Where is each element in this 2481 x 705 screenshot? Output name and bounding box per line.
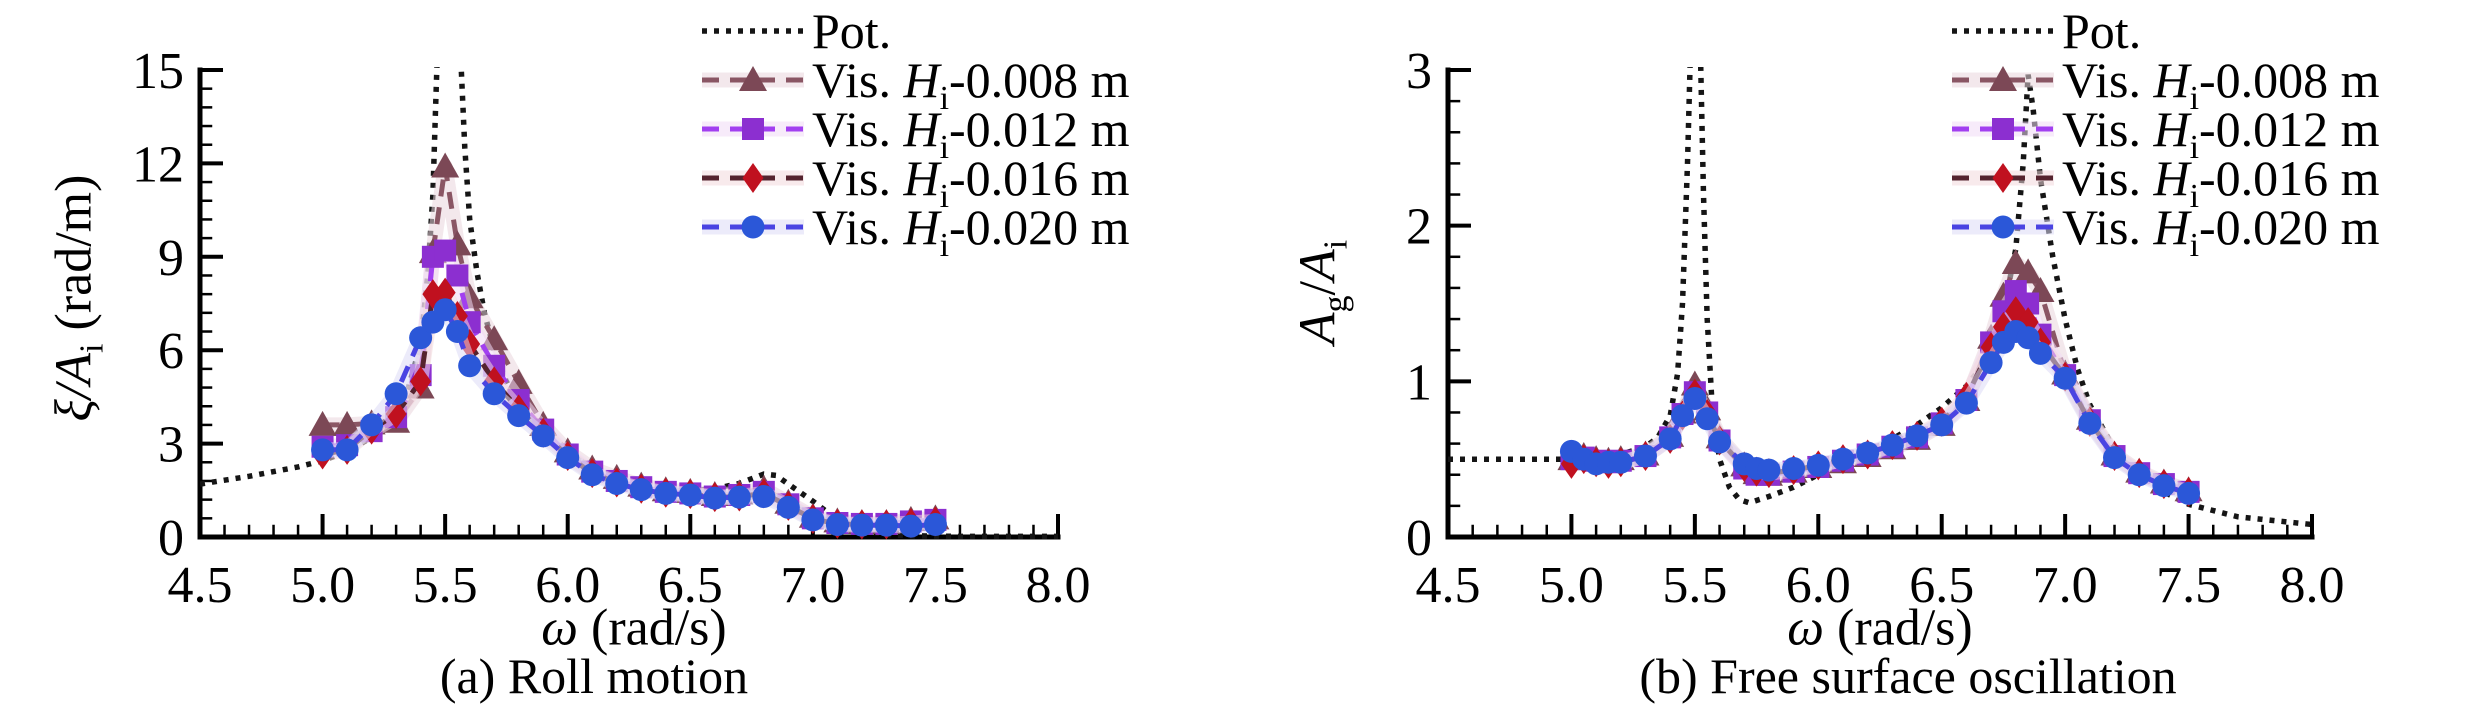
tick-labels: 4.5 5.0 5.5 6.0 6.5 7.0 7.5 8.0 0 1 2 3 [1406,43,2345,614]
series-vis_h020-markers [311,298,947,538]
x-tick-label: 8.0 [1026,557,1091,614]
legend-sample-vis_h012 [1952,117,2054,140]
legend-label-vis_h016: Vis. Hi-0.016 m [2062,149,2380,215]
x-tick-label: 6.5 [658,557,723,614]
y-axis-title-b: Ag/Ai [1289,239,1355,345]
legend-label-pot: Pot. [812,2,892,59]
legend-label-vis_h016: Vis. Hi-0.016 m [812,149,1130,215]
legend-sample-vis_h016 [702,162,804,193]
y-tick-label: 12 [132,136,184,193]
x-tick-label: 7.5 [903,557,968,614]
x-axis-title-a: ω (rad/s) [541,599,727,657]
legend-row-vis_h008: Vis. Hi-0.008 m [1950,52,2380,115]
series-vis_h016 [312,277,946,540]
tick-labels: 4.5 5.0 5.5 6.0 6.5 7.0 7.5 8.0 0 3 6 9 12 15 [132,43,1091,614]
series-vis_h016-markers [1560,296,2200,507]
plot-area [200,67,1058,540]
plot-area [1448,67,2313,528]
legend-label-vis_h008: Vis. Hi-0.008 m [812,51,1130,117]
axes [197,67,1061,540]
legend-row-pot: Pot. [700,3,1130,59]
legend-row-vis_h012: Vis. Hi-0.012 m [1950,101,2380,164]
x-tick-label: 5.0 [290,557,355,614]
legend-a: Pot. Vis. Hi-0.008 m Vis. Hi-0.012 m Vis. H… [700,3,1130,262]
free-surface-chart: 4.5 5.0 5.5 6.0 6.5 7.0 7.5 8.0 0 1 2 3 [1406,43,2345,614]
x-tick-label: 7.0 [2033,557,2098,614]
series-vis_h012 [1560,280,2200,503]
legend-row-vis_h020: Vis. Hi-0.020 m [1950,199,2380,262]
x-tick-label: 4.5 [1416,557,1481,614]
y-tick-label: 15 [132,43,184,100]
legend-row-vis_h016: Vis. Hi-0.016 m [700,150,1130,213]
legend-label-pot: Pot. [2062,2,2142,59]
legend-label-vis_h012: Vis. Hi-0.012 m [2062,100,2380,166]
legend-label-vis_h012: Vis. Hi-0.012 m [812,100,1130,166]
roll-motion-chart: 4.5 5.0 5.5 6.0 6.5 7.0 7.5 8.0 0 3 6 9 12 15 [132,43,1091,614]
legend-label-vis_h020: Vis. Hi-0.020 m [2062,198,2380,264]
legend-row-vis_h008: Vis. Hi-0.008 m [700,52,1130,115]
x-tick-label: 6.0 [1786,557,1851,614]
x-tick-label: 5.5 [413,557,478,614]
legend-sample-pot [1952,27,2054,34]
legend-label-vis_h020: Vis. Hi-0.020 m [812,198,1130,264]
legend-row-vis_h020: Vis. Hi-0.020 m [700,199,1130,262]
legend-sample-vis_h016 [1952,162,2054,193]
legend-sample-pot [702,27,804,34]
axes [1445,67,2315,540]
legend-row-vis_h016: Vis. Hi-0.016 m [1950,150,2380,213]
y-tick-label: 1 [1406,354,1432,411]
caption-b: (b) Free surface oscillation [1639,648,2177,704]
x-tick-label: 5.0 [1539,557,1604,614]
series-vis_h020-markers [1559,320,2201,505]
y-tick-label: 3 [158,417,184,474]
y-tick-label: 6 [158,323,184,380]
legend-b: Pot. Vis. Hi-0.008 m Vis. Hi-0.012 m Vis. H… [1950,3,2380,262]
x-tick-label: 6.5 [1909,557,1974,614]
y-tick-label: 9 [158,230,184,287]
series-vis_h020 [1559,320,2201,505]
legend-row-vis_h012: Vis. Hi-0.012 m [700,101,1130,164]
y-tick-label: 3 [1406,43,1432,100]
series-vis_h012-markers [1560,280,2200,503]
x-tick-label: 7.5 [2156,557,2221,614]
y-tick-label: 2 [1406,199,1432,256]
x-tick-label: 5.5 [1662,557,1727,614]
x-axis-title-b: ω (rad/s) [1787,599,1973,657]
legend-row-pot: Pot. [1950,3,2380,59]
y-tick-label: 0 [1406,510,1432,567]
x-tick-label: 4.5 [168,557,233,614]
legend-sample-vis_h020 [702,215,804,238]
legend-sample-vis_h012 [702,117,804,140]
series-vis_h016 [1560,296,2200,507]
caption-a: (a) Roll motion [439,648,749,704]
series-pot [1448,67,2313,528]
series-vis_h020 [311,298,947,538]
legend-sample-vis_h008 [1952,65,2054,91]
legend-sample-vis_h008 [702,65,804,91]
legend-sample-vis_h020 [1952,215,2054,238]
x-tick-label: 8.0 [2280,557,2345,614]
y-tick-label: 0 [158,510,184,567]
x-tick-label: 6.0 [535,557,600,614]
legend-label-vis_h008: Vis. Hi-0.008 m [2062,51,2380,117]
y-axis-title-a: ξ/Ai (rad/m) [45,174,111,422]
x-tick-label: 7.0 [780,557,845,614]
